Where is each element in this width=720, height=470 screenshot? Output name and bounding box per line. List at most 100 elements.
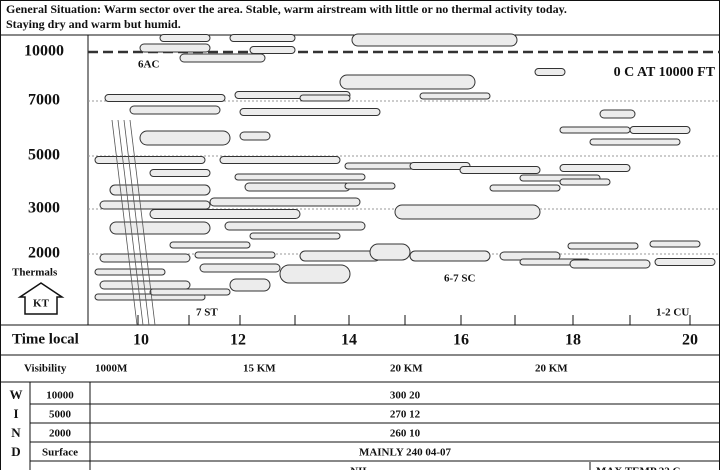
wind-letter: I bbox=[13, 406, 18, 421]
time-tick-label: 16 bbox=[453, 332, 469, 349]
time-tick-label: 20 bbox=[682, 332, 698, 349]
cloud bbox=[104, 94, 226, 102]
cloud bbox=[99, 200, 211, 210]
cloud bbox=[459, 166, 541, 174]
thermal-line bbox=[117, 119, 144, 326]
freezing-level: 0 C AT 10000 FT bbox=[614, 65, 716, 80]
wind-value: 270 12 bbox=[390, 409, 421, 421]
header-line: General Situation: Warm sector over the … bbox=[6, 2, 567, 16]
thermals-unit: KT bbox=[33, 298, 50, 310]
visibility-label: Visibility bbox=[24, 363, 67, 375]
cloud bbox=[149, 209, 301, 219]
cloud bbox=[589, 138, 681, 146]
wind-letter: N bbox=[11, 425, 21, 440]
cloud bbox=[419, 92, 491, 100]
cloud bbox=[169, 241, 251, 249]
cloud bbox=[139, 130, 231, 146]
time-tick-label: 18 bbox=[565, 332, 581, 349]
cloud bbox=[179, 53, 266, 63]
cloud bbox=[129, 105, 221, 115]
cloud-label: 7 ST bbox=[196, 307, 218, 319]
cloud bbox=[489, 184, 561, 192]
cloud bbox=[244, 182, 351, 192]
cloud bbox=[159, 34, 211, 42]
cloud bbox=[629, 126, 691, 134]
cloud bbox=[394, 204, 541, 220]
wind-level: 2000 bbox=[49, 428, 72, 440]
cloud bbox=[351, 33, 518, 47]
altitude-label: 3000 bbox=[28, 200, 60, 217]
cloud bbox=[649, 240, 701, 248]
time-tick-label: 10 bbox=[133, 332, 149, 349]
cloud bbox=[249, 232, 341, 240]
wind-level: 5000 bbox=[49, 409, 72, 421]
cloud bbox=[109, 221, 211, 235]
altitude-label: 7000 bbox=[28, 92, 60, 109]
cloud bbox=[194, 251, 276, 259]
thermal-line bbox=[123, 119, 150, 326]
cloud bbox=[654, 258, 716, 266]
cloud bbox=[219, 156, 341, 164]
visibility-value: 20 KM bbox=[535, 363, 568, 375]
wind-level: 10000 bbox=[46, 390, 74, 402]
cloud bbox=[344, 182, 396, 190]
wind-letter: W bbox=[10, 387, 23, 402]
cloud bbox=[224, 221, 366, 231]
altitude-label: 10000 bbox=[24, 43, 64, 60]
cloud bbox=[249, 46, 296, 54]
clouds bbox=[88, 33, 720, 326]
visibility-value: 1000M bbox=[95, 363, 128, 375]
cloud bbox=[409, 250, 491, 262]
cloud bbox=[229, 278, 271, 292]
cloud bbox=[299, 94, 351, 102]
cloud bbox=[534, 68, 566, 76]
cloud bbox=[139, 43, 211, 53]
wind-value: 300 20 bbox=[390, 390, 421, 402]
cloud bbox=[229, 34, 296, 42]
cloud-label: 6-7 SC bbox=[444, 273, 476, 285]
cloud bbox=[199, 263, 281, 273]
cloud bbox=[567, 242, 639, 250]
cloud bbox=[559, 178, 611, 186]
thermal-line bbox=[129, 119, 156, 326]
cloud bbox=[94, 156, 206, 164]
cloud bbox=[559, 164, 631, 172]
cloud bbox=[109, 184, 211, 196]
altitude-label: 2000 bbox=[28, 245, 60, 262]
cloud bbox=[99, 253, 191, 263]
visibility-value: 20 KM bbox=[390, 363, 423, 375]
cloud bbox=[299, 250, 381, 262]
thermal-line bbox=[111, 119, 138, 326]
time-tick-label: 14 bbox=[341, 332, 357, 349]
cloud bbox=[339, 74, 476, 90]
footer-max-temp: MAX TEMP 22 C bbox=[596, 466, 680, 470]
cloud bbox=[239, 131, 271, 141]
cloud bbox=[599, 109, 636, 119]
cloud bbox=[279, 264, 351, 284]
wind-level: Surface bbox=[42, 447, 78, 459]
cloud-label: 1-2 CU bbox=[656, 307, 689, 319]
thermals-label: Thermals bbox=[12, 267, 58, 279]
cloud bbox=[559, 126, 631, 134]
wind-value: 260 10 bbox=[390, 428, 421, 440]
wind-value: MAINLY 240 04-07 bbox=[359, 447, 452, 459]
visibility-value: 15 KM bbox=[243, 363, 276, 375]
cloud-label: 6AC bbox=[138, 59, 159, 71]
cloud bbox=[99, 280, 191, 290]
cloud bbox=[569, 259, 651, 269]
wind-letter: D bbox=[11, 444, 20, 459]
time-label: Time local bbox=[12, 331, 79, 347]
thermals-icon bbox=[17, 282, 65, 315]
cloud bbox=[149, 288, 231, 296]
footer-weather: NIL bbox=[350, 466, 370, 470]
cloud bbox=[234, 173, 366, 181]
cloud bbox=[149, 169, 211, 177]
altitude-label: 5000 bbox=[28, 147, 60, 164]
cloud bbox=[369, 243, 411, 261]
cloud bbox=[239, 108, 381, 116]
cloud bbox=[209, 197, 361, 207]
header-line: Staying dry and warm but humid. bbox=[6, 17, 181, 31]
time-tick-label: 12 bbox=[230, 332, 246, 349]
